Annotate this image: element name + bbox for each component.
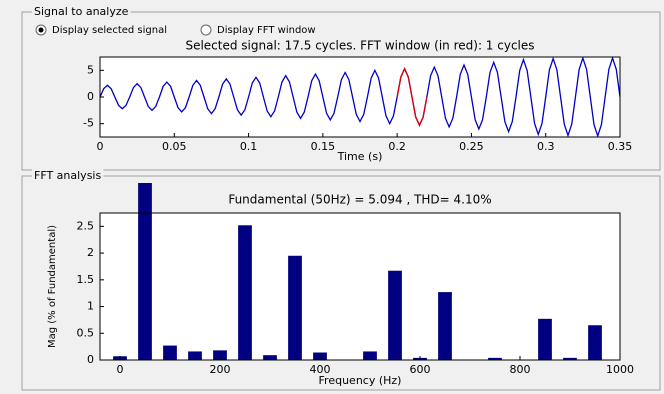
y-tick-label: 0 [87, 90, 94, 103]
y-axis-label: Mag (% of Fundamental) [47, 225, 58, 348]
x-tick-label: 0 [97, 140, 104, 153]
bar [163, 345, 177, 360]
chart-title: Fundamental (50Hz) = 5.094 , THD= 4.10% [228, 193, 491, 207]
plot-area [100, 213, 620, 360]
bar [188, 351, 202, 360]
panel-frame [21, 175, 661, 391]
panel-frame [21, 11, 661, 171]
radio-button[interactable]: Display FFT window [200, 24, 316, 36]
y-tick-label: -5 [83, 117, 94, 130]
bar [138, 183, 152, 360]
bar [213, 350, 227, 360]
radio-dot [38, 27, 44, 33]
x-tick-label: 600 [410, 363, 431, 376]
x-tick-label: 0.25 [459, 140, 484, 153]
plot-area [100, 57, 620, 137]
x-tick-label: 0.2 [388, 140, 406, 153]
x-tick-label: 0.3 [537, 140, 555, 153]
y-tick-label: 1.5 [77, 273, 95, 286]
x-tick-label: 0.1 [240, 140, 258, 153]
x-axis-label: Time (s) [337, 150, 383, 163]
x-tick-label: 0.35 [608, 140, 633, 153]
bar [538, 318, 552, 360]
y-tick-label: 1 [87, 300, 94, 313]
radio-label: Display selected signal [52, 25, 167, 36]
signal-line [396, 67, 428, 127]
bar [363, 351, 377, 360]
x-tick-label: 0 [117, 363, 124, 376]
signal-line [100, 57, 620, 137]
title-backing [32, 5, 131, 18]
bar [488, 357, 502, 360]
title-backing [32, 169, 104, 182]
bar [238, 225, 252, 360]
x-axis-label: Frequency (Hz) [319, 374, 402, 387]
radio-label: Display FFT window [217, 25, 316, 36]
radio-button[interactable]: Display selected signal [35, 24, 167, 36]
panel-title: Signal to analyze [34, 5, 129, 18]
x-tick-label: 800 [510, 363, 531, 376]
bar [438, 292, 452, 360]
y-tick-label: 5 [87, 63, 94, 76]
axes-box [99, 212, 621, 361]
bar [588, 325, 602, 360]
x-tick-label: 1000 [606, 363, 634, 376]
y-tick-label: 2.5 [77, 219, 95, 232]
bar [288, 255, 302, 360]
x-tick-label: 0.15 [311, 140, 336, 153]
x-tick-label: 200 [210, 363, 231, 376]
y-tick-label: 2 [87, 246, 94, 259]
panel-title: FFT analysis [34, 169, 101, 182]
y-tick-label: 0.5 [77, 326, 95, 339]
plot-marks [113, 183, 602, 360]
bar [263, 355, 277, 360]
x-tick-label: 400 [310, 363, 331, 376]
plot-marks [100, 57, 620, 137]
bar [388, 270, 402, 360]
x-tick-label: 0.05 [162, 140, 187, 153]
bar [563, 357, 577, 360]
y-tick-label: 0 [87, 353, 94, 366]
chart-title: Selected signal: 17.5 cycles. FFT window… [185, 39, 534, 53]
